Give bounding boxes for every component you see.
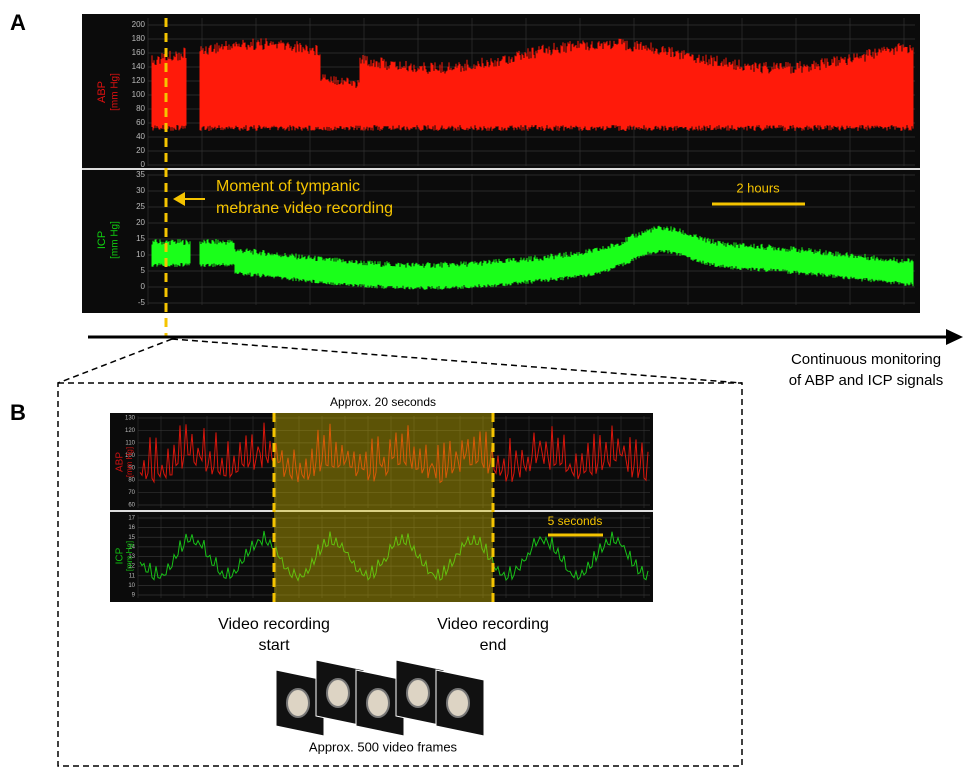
tick-label: 120 xyxy=(125,428,136,434)
panel-label: B xyxy=(10,400,26,425)
end-label: end xyxy=(480,637,507,654)
tick-label: 160 xyxy=(132,48,146,57)
tick-label: 30 xyxy=(136,186,145,195)
tick-label: 20 xyxy=(136,146,145,155)
axis-label: ABP xyxy=(96,81,108,103)
tick-label: 80 xyxy=(128,478,135,484)
recording-window xyxy=(274,413,493,602)
tick-label: -5 xyxy=(138,298,146,307)
tick-label: 17 xyxy=(128,516,135,522)
eardrum xyxy=(287,689,309,717)
timeline-label: of ABP and ICP signals xyxy=(789,372,944,389)
axis-label: [mm Hg] xyxy=(125,541,134,571)
timeline-label: Continuous monitoring xyxy=(791,351,941,368)
tick-label: 70 xyxy=(128,490,135,496)
tick-label: 180 xyxy=(132,34,146,43)
tick-label: 10 xyxy=(128,583,135,589)
tick-label: 35 xyxy=(136,170,145,179)
eardrum xyxy=(447,689,469,717)
eardrum xyxy=(367,689,389,717)
annotation: Moment of tympanic xyxy=(216,178,360,195)
tick-label: 15 xyxy=(136,234,145,243)
panel-label: A xyxy=(10,10,26,35)
tick-label: 200 xyxy=(132,20,146,29)
tick-label: 25 xyxy=(136,202,145,211)
tick-label: 60 xyxy=(128,503,135,509)
axis-label: [mm Hg] xyxy=(125,447,134,477)
frames-label: Approx. 500 video frames xyxy=(309,739,458,754)
tick-label: 80 xyxy=(136,104,145,113)
start-label: start xyxy=(258,637,290,654)
axis-label: ICP xyxy=(115,547,126,564)
tick-label: 15 xyxy=(128,535,135,541)
arrowhead xyxy=(946,329,963,345)
window-label: Approx. 20 seconds xyxy=(330,395,436,409)
tick-label: 130 xyxy=(125,416,136,422)
tick-label: 11 xyxy=(129,573,136,579)
start-label: Video recording xyxy=(218,616,330,633)
tick-label: 10 xyxy=(136,250,145,259)
zoom-lines xyxy=(58,339,742,383)
tick-label: 0 xyxy=(141,282,146,291)
tick-label: 120 xyxy=(132,76,146,85)
axis-label: [mm Hg] xyxy=(110,221,121,259)
tick-label: 110 xyxy=(125,440,135,446)
eardrum xyxy=(407,679,429,707)
axis-label: [mm Hg] xyxy=(110,73,121,111)
tick-label: 140 xyxy=(132,62,146,71)
figure: A B 0 20 40 60 80 100 120 140 160 180 200 -5 0 5 10 15 2… xyxy=(0,0,965,769)
scale-bar-label: 5 seconds xyxy=(548,514,603,528)
axis-label: ICP xyxy=(96,231,108,249)
end-label: Video recording xyxy=(437,616,549,633)
scale-bar-label: 2 hours xyxy=(736,180,780,195)
tick-label: 20 xyxy=(136,218,145,227)
tick-label: 5 xyxy=(141,266,146,275)
tick-label: 16 xyxy=(128,525,135,531)
tick-label: 60 xyxy=(136,118,145,127)
tick-label: 0 xyxy=(141,160,146,169)
axis-label: ABP xyxy=(115,452,126,472)
video-frames xyxy=(276,660,484,736)
annotation: mebrane video recording xyxy=(216,200,393,217)
tick-label: 100 xyxy=(132,90,146,99)
eardrum xyxy=(327,679,349,707)
tick-label: 40 xyxy=(136,132,145,141)
